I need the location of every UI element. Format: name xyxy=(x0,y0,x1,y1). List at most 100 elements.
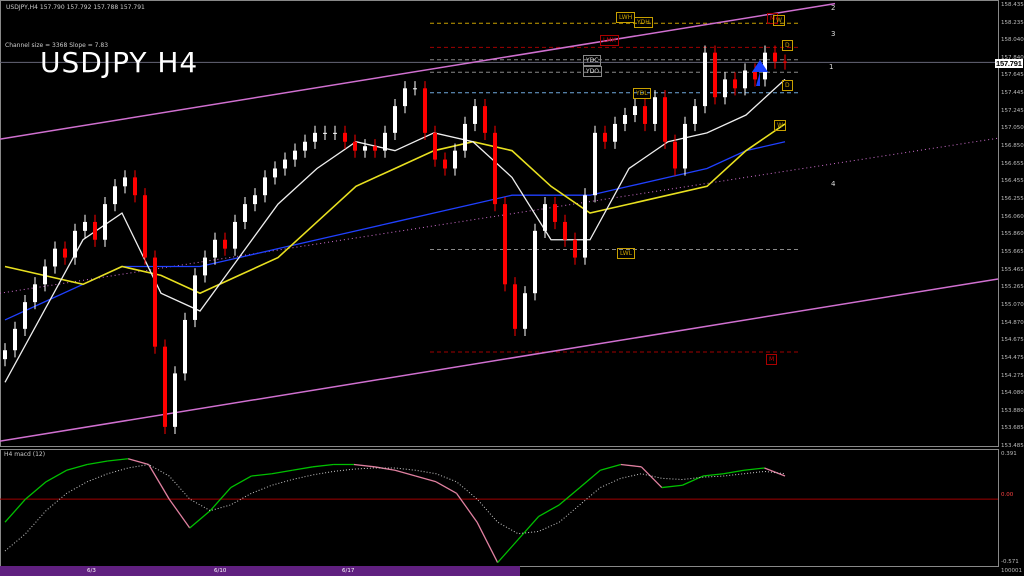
candle-body xyxy=(73,230,77,258)
macd-main-segment xyxy=(189,510,211,529)
candle-body xyxy=(493,132,497,205)
candle-body xyxy=(113,186,117,205)
candle-body xyxy=(353,141,357,151)
wave-label: 3 xyxy=(831,30,836,38)
candle-body xyxy=(533,230,537,294)
date-label: 6/3 xyxy=(87,568,96,574)
candle-body xyxy=(383,132,387,151)
candle-body xyxy=(733,79,737,89)
y-tick-label: 157.840 xyxy=(1001,55,1024,61)
macd-main-segment xyxy=(66,463,88,471)
candle-body xyxy=(153,257,157,347)
macd-main-segment xyxy=(394,469,416,477)
channel-info: Channel size = 3368 Slope = 7.83 xyxy=(5,42,109,49)
candle-body xyxy=(233,221,237,249)
level-box-ydo: YDO xyxy=(583,66,603,77)
macd-main-segment xyxy=(25,481,47,500)
candle-body xyxy=(693,106,697,124)
candle-body xyxy=(583,195,587,258)
candle-body xyxy=(323,132,327,134)
candle-body xyxy=(743,70,747,89)
y-tick-label: 158.040 xyxy=(1001,37,1024,44)
candle-body xyxy=(263,177,267,196)
macd-main-segment xyxy=(640,466,663,489)
macd-main-segment xyxy=(538,504,560,517)
candle-body xyxy=(673,141,677,169)
candle-body xyxy=(513,284,517,329)
y-tick-label: 154.080 xyxy=(1001,389,1024,396)
candle-body xyxy=(413,88,417,90)
y-tick-label: 156.455 xyxy=(1001,178,1024,185)
macd-main-segment xyxy=(764,467,786,477)
candle-body xyxy=(623,115,627,124)
candle-body xyxy=(313,132,317,142)
macd-main-segment xyxy=(435,481,457,494)
y-tick-label: 153.880 xyxy=(1001,407,1024,414)
candle-body xyxy=(553,204,557,222)
candle-body xyxy=(473,106,477,124)
level-box-ydl: YDL xyxy=(633,88,651,99)
candle-body xyxy=(333,132,337,134)
timeline-bar xyxy=(0,566,520,576)
candle-body xyxy=(223,239,227,249)
current-price-label: 157.791 xyxy=(995,59,1023,68)
y-tick-label: 155.070 xyxy=(1001,301,1024,308)
macd-main-segment xyxy=(107,458,129,462)
macd-zero-label: 0.00 xyxy=(1001,492,1014,498)
date-label: 6/10 xyxy=(214,568,227,574)
candle-body xyxy=(23,302,27,329)
wave-label: 2 xyxy=(831,4,836,12)
level-box-m: M xyxy=(766,354,778,365)
candle-body xyxy=(503,204,507,285)
y-tick-label: 155.265 xyxy=(1001,284,1024,291)
macd-main-segment xyxy=(723,469,745,475)
ma-yellow-line xyxy=(4,123,786,295)
level-box-d: D xyxy=(782,40,793,51)
candle-body xyxy=(253,195,257,205)
level-box-lmh: LMH xyxy=(600,35,620,46)
candle-body xyxy=(573,239,577,258)
candle-body xyxy=(293,150,297,160)
y-tick-label: 156.255 xyxy=(1001,196,1024,203)
candle-body xyxy=(453,150,457,169)
macd-main-segment xyxy=(148,464,170,500)
macd-main-segment xyxy=(209,487,232,512)
channel-upper-line xyxy=(0,2,836,140)
macd-main-segment xyxy=(517,515,540,540)
wave-label: 1 xyxy=(829,63,834,71)
candle-body xyxy=(33,284,37,303)
y-tick-label: 153.485 xyxy=(1001,443,1024,449)
price-pane-frame xyxy=(0,0,999,447)
y-tick-label: 158.435 xyxy=(1001,2,1024,8)
y-tick-label: 155.860 xyxy=(1001,231,1024,238)
y-tick-label: 154.870 xyxy=(1001,319,1024,326)
candle-body xyxy=(523,293,527,329)
level-box-lwh: LWH xyxy=(616,12,636,23)
candle-body xyxy=(543,204,547,231)
y-tick-label: 157.445 xyxy=(1001,90,1024,97)
date-label: 6/17 xyxy=(342,568,355,574)
candle-body xyxy=(53,248,57,267)
level-box-m: M xyxy=(767,13,779,24)
y-tick-label: 157.245 xyxy=(1001,108,1024,115)
macd-main-segment xyxy=(127,458,149,466)
candle-body xyxy=(3,350,7,360)
candle-body xyxy=(373,146,377,151)
macd-main-segment xyxy=(743,467,765,471)
macd-main-segment xyxy=(86,460,108,466)
buy-arrow-icon xyxy=(752,60,768,86)
macd-main-segment xyxy=(620,463,642,468)
candle-body xyxy=(593,132,597,196)
macd-label: H4 macd (12) xyxy=(4,451,46,458)
candle-body xyxy=(463,123,467,151)
macd-main-segment xyxy=(415,475,437,483)
candle-body xyxy=(703,52,707,107)
candle-body xyxy=(663,97,667,142)
candle-body xyxy=(123,177,127,187)
candle-body xyxy=(683,123,687,169)
macd-bottom-label: -0.571 xyxy=(1001,559,1019,565)
candle-body xyxy=(243,204,247,222)
macd-main-segment xyxy=(230,475,252,489)
y-tick-label: 154.475 xyxy=(1001,354,1024,361)
